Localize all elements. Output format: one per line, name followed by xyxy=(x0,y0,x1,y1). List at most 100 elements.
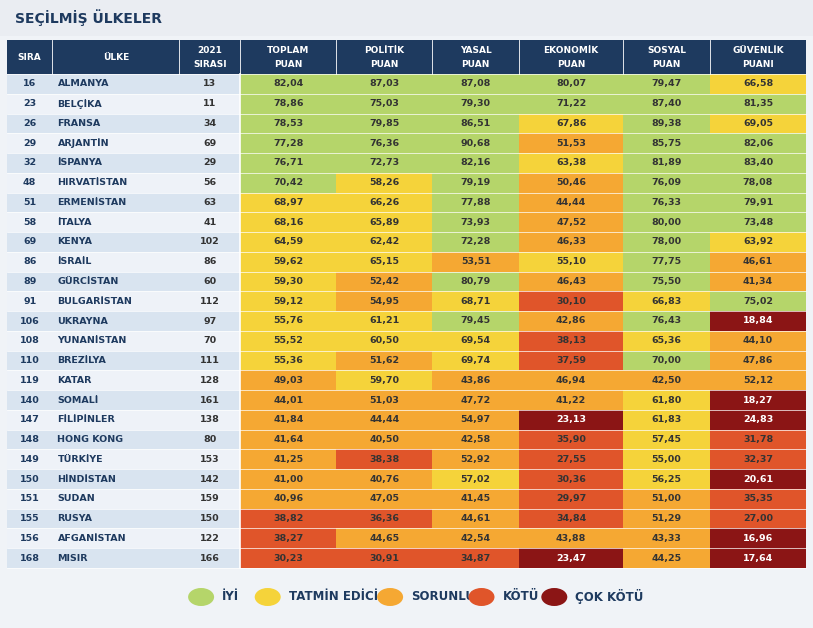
Text: 76,43: 76,43 xyxy=(651,317,681,325)
Text: 20,61: 20,61 xyxy=(743,475,773,484)
Bar xyxy=(179,252,241,271)
Bar xyxy=(53,114,179,133)
Text: 112: 112 xyxy=(200,297,220,306)
Bar xyxy=(7,430,53,450)
Bar xyxy=(241,430,337,450)
Ellipse shape xyxy=(468,588,494,606)
Text: UKRAYNA: UKRAYNA xyxy=(58,317,108,325)
Text: 149: 149 xyxy=(20,455,40,464)
Text: 16,96: 16,96 xyxy=(743,534,773,543)
Bar xyxy=(53,548,179,568)
Text: 82,16: 82,16 xyxy=(460,158,491,168)
Text: 40,96: 40,96 xyxy=(273,494,303,503)
Text: 78,08: 78,08 xyxy=(743,178,773,187)
Bar xyxy=(520,469,623,489)
Bar xyxy=(433,153,520,173)
Bar xyxy=(7,153,53,173)
Text: 80,00: 80,00 xyxy=(651,218,681,227)
Text: 54,97: 54,97 xyxy=(461,415,491,425)
Bar xyxy=(623,252,710,271)
Bar xyxy=(241,350,337,371)
Bar xyxy=(337,193,433,212)
Bar xyxy=(710,114,806,133)
Text: SIRASI: SIRASI xyxy=(193,60,227,69)
Text: 30,36: 30,36 xyxy=(556,475,586,484)
Text: 41,25: 41,25 xyxy=(273,455,303,464)
Bar xyxy=(337,291,433,311)
Bar xyxy=(7,173,53,193)
Text: 81,89: 81,89 xyxy=(651,158,682,168)
Text: PUAN: PUAN xyxy=(652,60,680,69)
Text: 87,40: 87,40 xyxy=(651,99,681,108)
Text: SOSYAL: SOSYAL xyxy=(647,46,686,55)
Text: 79,19: 79,19 xyxy=(461,178,491,187)
Bar xyxy=(241,133,337,153)
Bar xyxy=(623,390,710,410)
Text: 44,10: 44,10 xyxy=(743,336,773,345)
Bar xyxy=(241,291,337,311)
Text: SEÇİLMİŞ ÜLKELER: SEÇİLMİŞ ÜLKELER xyxy=(15,9,162,26)
Bar xyxy=(53,311,179,331)
Bar xyxy=(179,114,241,133)
Text: 76,33: 76,33 xyxy=(651,198,681,207)
Bar xyxy=(7,133,53,153)
Text: KATAR: KATAR xyxy=(58,376,92,385)
Text: 56,25: 56,25 xyxy=(651,475,681,484)
Bar xyxy=(520,252,623,271)
Text: HONG KONG: HONG KONG xyxy=(58,435,124,444)
Text: 11: 11 xyxy=(203,99,216,108)
Bar xyxy=(623,40,710,74)
Text: 70: 70 xyxy=(203,336,216,345)
Bar xyxy=(710,331,806,350)
Bar xyxy=(7,193,53,212)
Bar xyxy=(433,74,520,94)
Text: 47,86: 47,86 xyxy=(743,356,773,365)
Bar xyxy=(179,350,241,371)
Text: MISIR: MISIR xyxy=(58,554,88,563)
Bar xyxy=(7,489,53,509)
Text: HİNDİSTAN: HİNDİSTAN xyxy=(58,475,116,484)
Bar xyxy=(433,529,520,548)
Bar xyxy=(710,450,806,469)
Bar xyxy=(710,390,806,410)
Bar xyxy=(520,450,623,469)
Bar xyxy=(241,548,337,568)
Bar xyxy=(241,212,337,232)
Text: 166: 166 xyxy=(200,554,220,563)
Text: 83,40: 83,40 xyxy=(743,158,773,168)
Bar xyxy=(623,350,710,371)
Text: 44,44: 44,44 xyxy=(556,198,586,207)
Text: 69,74: 69,74 xyxy=(461,356,491,365)
Bar xyxy=(53,291,179,311)
Text: 76,36: 76,36 xyxy=(369,139,399,148)
Bar xyxy=(241,193,337,212)
Bar xyxy=(433,410,520,430)
Bar xyxy=(433,548,520,568)
Text: 80,79: 80,79 xyxy=(461,277,491,286)
Bar xyxy=(241,311,337,331)
Ellipse shape xyxy=(541,588,567,606)
Text: 16: 16 xyxy=(23,79,37,89)
Text: RUSYA: RUSYA xyxy=(58,514,93,523)
Bar xyxy=(179,271,241,291)
Text: ÜLKE: ÜLKE xyxy=(102,53,129,62)
Text: 86: 86 xyxy=(203,257,216,266)
Text: KENYA: KENYA xyxy=(58,237,93,246)
Bar xyxy=(337,133,433,153)
Bar xyxy=(337,114,433,133)
Text: 41,00: 41,00 xyxy=(273,475,303,484)
Text: 43,88: 43,88 xyxy=(556,534,586,543)
Bar xyxy=(179,94,241,114)
Text: 42,58: 42,58 xyxy=(461,435,491,444)
Bar xyxy=(433,311,520,331)
Text: 40,76: 40,76 xyxy=(369,475,399,484)
Bar xyxy=(7,40,53,74)
Bar xyxy=(7,350,53,371)
Text: 59,30: 59,30 xyxy=(273,277,303,286)
Bar xyxy=(179,133,241,153)
Bar xyxy=(433,94,520,114)
Bar xyxy=(53,529,179,548)
Text: 89: 89 xyxy=(23,277,37,286)
Text: YASAL: YASAL xyxy=(460,46,492,55)
Text: 50,46: 50,46 xyxy=(556,178,586,187)
